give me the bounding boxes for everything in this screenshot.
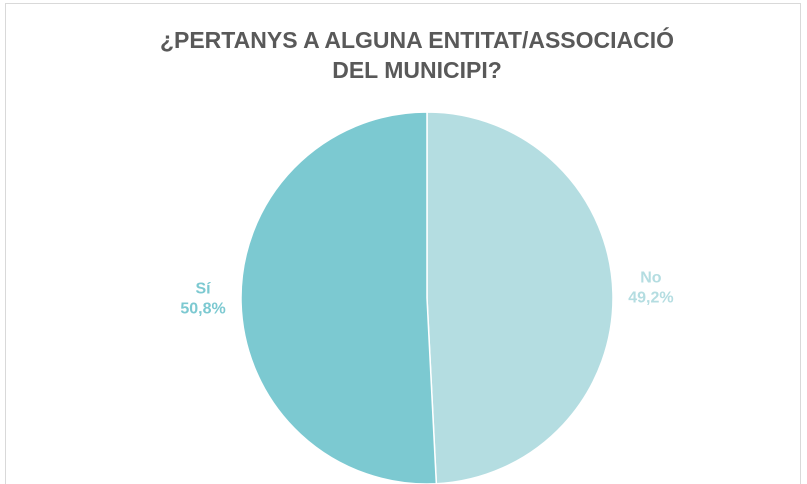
pie-slice	[240, 111, 438, 484]
slice-value-label: 49,2%	[628, 289, 673, 306]
pie-slice	[426, 111, 614, 484]
slice-label: Sí	[196, 281, 212, 298]
chart-title: ¿PERTANYS A ALGUNA ENTITAT/ASSOCIACIÓ	[160, 26, 674, 53]
slice-value-label: 50,8%	[180, 301, 225, 318]
slice-label: No	[640, 269, 662, 286]
chart-title: DEL MUNICIPI?	[332, 57, 502, 83]
